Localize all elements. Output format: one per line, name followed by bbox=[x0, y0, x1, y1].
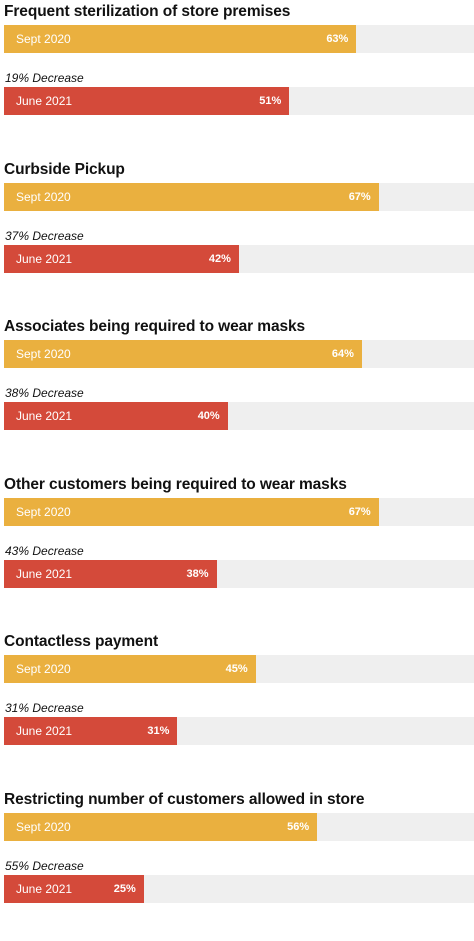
metric-group: Associates being required to wear masks S… bbox=[0, 318, 474, 468]
sept-2020-bar: Sept 2020 64% bbox=[4, 340, 362, 368]
series-label: June 2021 bbox=[16, 881, 73, 896]
metric-group: Contactless payment Sept 2020 45% June 2021… bbox=[0, 633, 474, 783]
sept-2020-bar: Sept 2020 63% bbox=[4, 25, 357, 53]
bar-track: June 2021 31% bbox=[4, 717, 474, 745]
series-label: Sept 2020 bbox=[16, 504, 71, 519]
decrease-annotation: 31% Decrease bbox=[5, 701, 84, 715]
bar-track: June 2021 51% bbox=[4, 87, 474, 115]
bar-track: Sept 2020 64% bbox=[4, 340, 474, 368]
bar-track: June 2021 38% bbox=[4, 559, 474, 588]
series-label: Sept 2020 bbox=[16, 347, 71, 361]
metric-group: Other customers being required to wear m… bbox=[0, 476, 474, 626]
series-label: Sept 2020 bbox=[16, 819, 71, 834]
data-label: 45% bbox=[225, 663, 248, 675]
decrease-annotation: 19% Decrease bbox=[5, 71, 84, 85]
grouped-bar-chart: Frequent sterilization of store premises… bbox=[0, 3, 474, 903]
data-label: 25% bbox=[113, 882, 136, 895]
decrease-annotation: 55% Decrease bbox=[5, 858, 84, 873]
data-label: 67% bbox=[348, 505, 371, 518]
data-label: 42% bbox=[208, 252, 231, 265]
series-label: Sept 2020 bbox=[16, 662, 71, 676]
bar-track: Sept 2020 45% bbox=[4, 655, 474, 683]
metric-title: Curbside Pickup bbox=[4, 160, 125, 178]
data-label: 51% bbox=[259, 95, 282, 107]
series-label: June 2021 bbox=[16, 94, 73, 108]
june-2021-bar: June 2021 40% bbox=[4, 402, 228, 430]
bar-track: Sept 2020 67% bbox=[4, 182, 474, 211]
decrease-annotation: 37% Decrease bbox=[5, 228, 84, 243]
bar-track: Sept 2020 67% bbox=[4, 497, 474, 526]
sept-2020-bar: Sept 2020 45% bbox=[4, 655, 256, 683]
bar-track: June 2021 42% bbox=[4, 244, 474, 273]
june-2021-bar: June 2021 31% bbox=[4, 717, 178, 745]
metric-group: Restricting number of customers allowed … bbox=[0, 791, 474, 941]
sept-2020-bar: Sept 2020 67% bbox=[4, 182, 379, 211]
data-label: 67% bbox=[348, 190, 371, 203]
bar-track: June 2021 40% bbox=[4, 402, 474, 430]
june-2021-bar: June 2021 51% bbox=[4, 87, 290, 115]
series-label: June 2021 bbox=[16, 566, 73, 581]
series-label: June 2021 bbox=[16, 251, 73, 266]
june-2021-bar: June 2021 38% bbox=[4, 559, 217, 588]
sept-2020-bar: Sept 2020 67% bbox=[4, 497, 379, 526]
decrease-annotation: 43% Decrease bbox=[5, 543, 84, 558]
series-label: June 2021 bbox=[16, 409, 73, 423]
data-label: 38% bbox=[186, 567, 209, 580]
series-label: Sept 2020 bbox=[16, 32, 71, 46]
series-label: June 2021 bbox=[16, 724, 73, 738]
bar-track: Sept 2020 63% bbox=[4, 25, 474, 53]
series-label: Sept 2020 bbox=[16, 189, 71, 204]
data-label: 63% bbox=[326, 33, 349, 45]
bar-track: June 2021 25% bbox=[4, 874, 474, 903]
data-label: 31% bbox=[147, 725, 170, 737]
data-label: 64% bbox=[331, 348, 354, 360]
metric-group: Frequent sterilization of store premises… bbox=[0, 3, 474, 153]
data-label: 56% bbox=[287, 820, 310, 833]
metric-group: Curbside Pickup Sept 2020 67% June 2021 42% 3… bbox=[0, 161, 474, 311]
metric-title: Frequent sterilization of store premises bbox=[4, 3, 291, 20]
june-2021-bar: June 2021 42% bbox=[4, 244, 239, 273]
metric-title: Contactless payment bbox=[4, 633, 159, 650]
metric-title: Restricting number of customers allowed … bbox=[4, 790, 365, 808]
sept-2020-bar: Sept 2020 56% bbox=[4, 812, 318, 841]
decrease-annotation: 38% Decrease bbox=[5, 386, 84, 400]
metric-title: Associates being required to wear masks bbox=[4, 318, 306, 335]
bar-track: Sept 2020 56% bbox=[4, 812, 474, 841]
data-label: 40% bbox=[197, 410, 220, 422]
june-2021-bar: June 2021 25% bbox=[4, 874, 144, 903]
metric-title: Other customers being required to wear m… bbox=[4, 475, 347, 493]
